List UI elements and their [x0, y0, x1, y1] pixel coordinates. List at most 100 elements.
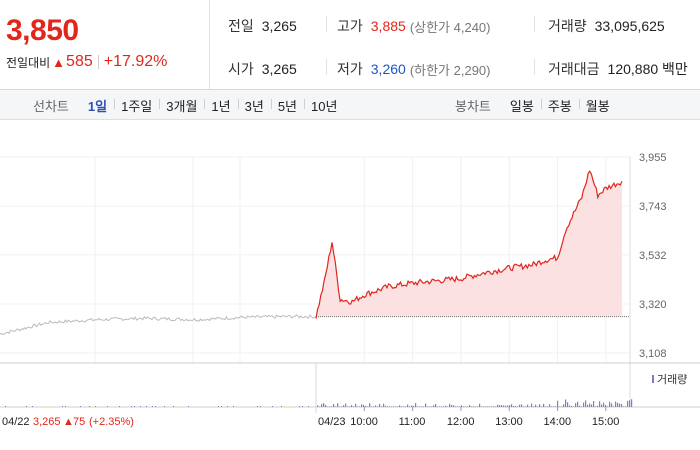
- volume-bar: [227, 406, 228, 407]
- volume-bar: [381, 406, 383, 407]
- line-chart-periods: 선차트 1일 1주일 3개월 1년 3년 5년 10년: [33, 90, 344, 120]
- volume-bar: [349, 406, 351, 407]
- volume-bar: [453, 405, 455, 407]
- x-tick-label: 11:00: [399, 416, 426, 428]
- volume-bar: [507, 405, 509, 407]
- volume-bar: [563, 404, 565, 407]
- period-3y[interactable]: 3년: [237, 96, 271, 115]
- candle-chart-title: 봉차트: [455, 98, 491, 114]
- volume-bar: [569, 405, 571, 407]
- volume-bar: [555, 406, 557, 407]
- volume-bar: [561, 406, 563, 407]
- volume-bar: [357, 406, 359, 407]
- today-price-line: [315, 170, 623, 319]
- volume-bar: [627, 400, 629, 407]
- volume-bar: [339, 406, 341, 407]
- prev-day-close: 3,265: [33, 416, 61, 428]
- volume-bar: [319, 406, 321, 407]
- volume-bar: [605, 404, 607, 407]
- today-price-area: [316, 171, 622, 319]
- volume-bar: [489, 406, 491, 407]
- candle-daily[interactable]: 일봉: [509, 98, 534, 114]
- volume-legend-swatch: [652, 375, 654, 383]
- volume-bar: [323, 403, 325, 407]
- volume-bar: [317, 405, 319, 407]
- volume-bar: [218, 406, 219, 407]
- volume-bar: [573, 406, 575, 407]
- volume-bar: [281, 406, 282, 407]
- period-3m[interactable]: 3개월: [159, 96, 204, 115]
- volume-bar: [341, 406, 343, 407]
- volume-bar: [603, 402, 605, 407]
- chart-toolbar: 선차트 1일 1주일 3개월 1년 3년 5년 10년 봉차트 일봉 주봉 월봉: [0, 90, 700, 120]
- volume-bar: [302, 406, 303, 407]
- period-5y[interactable]: 5년: [270, 96, 304, 115]
- volume-bar: [403, 406, 405, 407]
- volume-bar: [445, 405, 447, 407]
- price-chart[interactable]: 3,955 3,743 3,532 3,320 3,108 거래량 04/22 04/23…: [0, 121, 700, 450]
- period-1y[interactable]: 1년: [204, 96, 237, 115]
- volume-bar: [611, 403, 613, 407]
- volume-bar: [565, 399, 567, 407]
- volume-bar: [146, 406, 147, 407]
- volume-bar: [455, 406, 457, 407]
- volume-bar: [473, 406, 475, 407]
- volume-bar: [527, 404, 529, 407]
- volume-bar: [355, 403, 357, 407]
- volume-bar: [405, 406, 407, 407]
- period-10y[interactable]: 10년: [304, 96, 344, 115]
- volume-bar: [383, 403, 385, 407]
- volume-bar: [379, 404, 381, 407]
- period-1w[interactable]: 1주일: [114, 96, 159, 115]
- volume-bar: [308, 406, 309, 407]
- volume-bar: [549, 404, 551, 407]
- stat-open: 시가 3,265: [228, 59, 297, 79]
- change-value: 585: [66, 53, 93, 70]
- volume-bar: [435, 403, 437, 407]
- lower-limit: (하한가 2,290): [409, 62, 491, 78]
- volume-bar: [523, 406, 525, 407]
- volume-bar: [433, 405, 435, 407]
- volume-bar: [463, 406, 465, 407]
- volume-bar: [260, 406, 261, 407]
- volume-bar: [583, 402, 585, 407]
- divider: [326, 59, 327, 75]
- volume-bar: [164, 406, 165, 407]
- volume-bar: [395, 406, 397, 407]
- volume-bar: [343, 405, 345, 407]
- volume-bar: [361, 404, 363, 407]
- change-label: 전일대비: [6, 55, 51, 70]
- stat-volume: 거래량 33,095,625: [548, 16, 665, 36]
- volume-bar: [483, 406, 485, 407]
- volume-bar: [363, 404, 365, 407]
- candle-weekly[interactable]: 주봉: [540, 96, 579, 115]
- volume-bar: [327, 406, 329, 407]
- volume-bar: [509, 405, 511, 407]
- volume-bar: [431, 406, 433, 407]
- prev-day-change: 75: [73, 416, 85, 428]
- volume-bar: [411, 405, 413, 407]
- volume-bar: [505, 405, 507, 407]
- volume-bar: [409, 406, 411, 407]
- volume-bar: [545, 406, 547, 407]
- volume-bar: [188, 406, 189, 407]
- volume-bar: [272, 406, 273, 407]
- volume-bar: [173, 406, 174, 407]
- volume-bar: [80, 406, 81, 407]
- volume-bar: [62, 406, 63, 407]
- period-1d[interactable]: 1일: [87, 98, 108, 114]
- stat-label: 거래량: [548, 18, 587, 34]
- volume-bar: [421, 406, 423, 407]
- x-tick-label: 14:00: [544, 416, 572, 428]
- volume-bar: [5, 406, 6, 407]
- volume-bar: [481, 406, 483, 407]
- volume-bar: [493, 406, 495, 407]
- candle-monthly[interactable]: 월봉: [578, 96, 617, 115]
- volume-bar: [503, 405, 505, 407]
- y-tick-label: 3,743: [639, 201, 667, 213]
- volume-bar: [451, 405, 453, 407]
- volume-bar: [299, 406, 300, 407]
- volume-bar: [597, 405, 599, 407]
- volume-bar: [477, 406, 479, 407]
- volume-bar: [579, 405, 581, 407]
